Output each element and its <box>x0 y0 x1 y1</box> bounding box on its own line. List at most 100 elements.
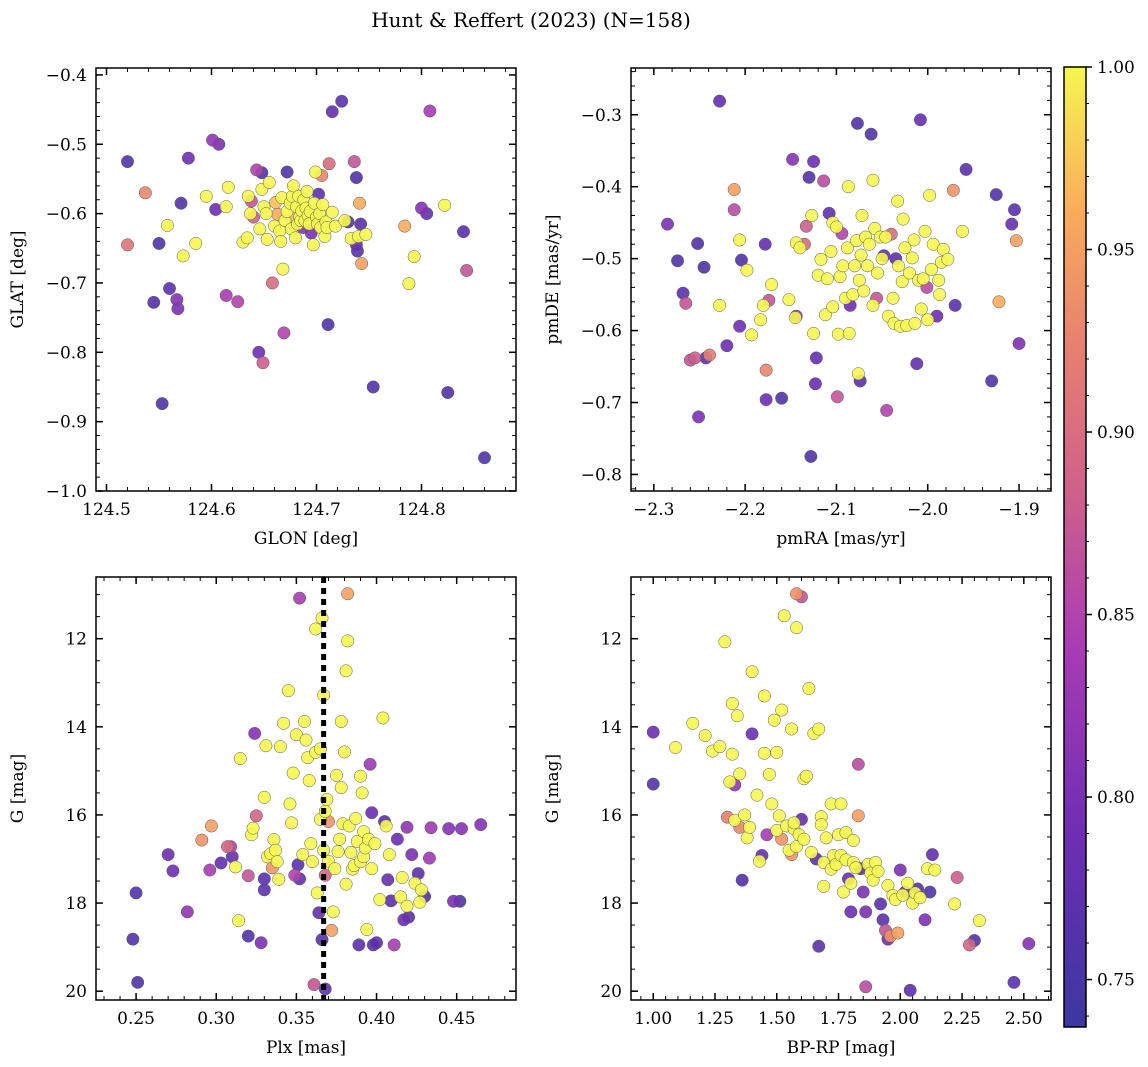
scatter-point <box>138 186 152 200</box>
scatter-point <box>896 888 910 902</box>
y-tick-label: −0.9 <box>46 413 87 433</box>
x-axis-label: BP-RP [mag] <box>787 1038 896 1058</box>
scatter-point <box>686 716 700 730</box>
colorbar-tick-label: 0.85 <box>1097 606 1135 626</box>
y-tick-label: 14 <box>65 718 87 738</box>
x-tick-label: 0.30 <box>197 1009 235 1029</box>
y-tick-label: 20 <box>600 982 622 1002</box>
scatter-point <box>405 848 419 862</box>
x-tick-label: 1.25 <box>696 1009 734 1029</box>
scatter-point <box>455 822 468 836</box>
scatter-point <box>790 621 803 635</box>
scatter-point <box>703 348 716 362</box>
scatter-point <box>289 231 302 245</box>
colorbar-tick-label: 0.75 <box>1097 971 1135 991</box>
scatter-point <box>257 883 271 897</box>
y-tick-label: −0.4 <box>46 66 87 86</box>
scatter-point <box>941 252 955 266</box>
scatter-point <box>381 873 395 887</box>
scatter-point <box>163 282 176 295</box>
y-tick-label: −0.8 <box>46 343 87 363</box>
scatter-point <box>891 926 905 940</box>
x-tick-label: 124.8 <box>397 500 446 520</box>
scatter-point <box>762 767 776 781</box>
y-tick-label: −0.3 <box>581 106 622 126</box>
scatter-point <box>394 890 408 904</box>
scatter-point <box>382 848 396 862</box>
scatter-point <box>359 227 373 241</box>
x-tick-label: 1.00 <box>634 1009 672 1029</box>
scatter-point <box>363 757 377 771</box>
scatter-point <box>862 237 876 251</box>
scatter-point <box>293 591 307 605</box>
scatter-point <box>859 905 873 919</box>
scatter-point <box>274 234 288 248</box>
scatter-point <box>812 939 826 953</box>
scatter-point <box>1009 234 1023 248</box>
scatter-point <box>246 821 260 835</box>
scatter-point <box>478 451 491 465</box>
x-tick-label: 124.6 <box>187 500 236 520</box>
scatter-point <box>750 788 764 802</box>
scatter-point <box>809 351 823 365</box>
scatter-point <box>819 831 833 845</box>
scatter-point <box>260 232 274 246</box>
scatter-point <box>772 809 786 823</box>
scatter-point <box>259 207 273 221</box>
scatter-point <box>326 905 340 919</box>
scatter-point <box>339 664 353 678</box>
scatter-point <box>379 819 393 833</box>
scatter-point <box>221 840 234 854</box>
x-tick-label: 0.35 <box>277 1009 315 1029</box>
scatter-point <box>786 152 800 166</box>
scatter-point <box>302 774 316 788</box>
scatter-point <box>804 845 818 859</box>
scatter-point <box>782 293 796 307</box>
scatter-points <box>126 587 488 996</box>
scatter-point <box>829 220 843 234</box>
scatter-point <box>174 196 188 210</box>
scatter-point <box>959 162 973 176</box>
scatter-point <box>691 237 705 250</box>
scatter-point <box>276 262 290 276</box>
scatter-point <box>176 249 190 263</box>
scatter-point <box>370 936 383 950</box>
scatter-point <box>788 311 802 325</box>
scatter-point <box>756 298 770 312</box>
scatter-point <box>161 848 175 862</box>
scatter-point <box>250 163 264 177</box>
scatter-point <box>921 313 935 327</box>
scatter-point <box>231 295 245 309</box>
scatter-point <box>836 259 850 273</box>
scatter-point <box>844 905 858 919</box>
scatter-point <box>349 812 363 825</box>
scatter-point <box>253 222 267 236</box>
scatter-point <box>824 244 838 258</box>
scatter-point <box>871 864 885 878</box>
scatter-point <box>733 767 747 781</box>
scatter-point <box>121 238 134 252</box>
scatter-point <box>727 203 741 217</box>
scatter-point <box>457 225 470 239</box>
scatter-point <box>735 873 749 887</box>
scatter-point <box>344 845 358 859</box>
scatter-point <box>918 913 932 927</box>
scatter-point <box>286 179 300 193</box>
scatter-point <box>745 328 758 342</box>
colorbar-ticks: 0.75 0.80 0.85 0.90 0.95 1.00 <box>1086 58 1135 1017</box>
x-axis-label: GLON [deg] <box>254 529 358 549</box>
scatter-point <box>861 259 874 273</box>
scatter-point <box>166 864 180 878</box>
scatter-point <box>807 327 821 340</box>
scatter-point <box>233 752 247 765</box>
scatter-point <box>285 816 299 830</box>
scatter-point <box>775 703 789 717</box>
scatter-point <box>735 253 748 267</box>
scatter-point <box>880 403 894 417</box>
scatter-point <box>948 897 962 911</box>
scatter-point <box>837 885 850 899</box>
scatter-point <box>725 697 739 710</box>
scatter-point <box>347 155 361 169</box>
scatter-point <box>339 877 353 891</box>
scatter-point <box>474 818 488 832</box>
